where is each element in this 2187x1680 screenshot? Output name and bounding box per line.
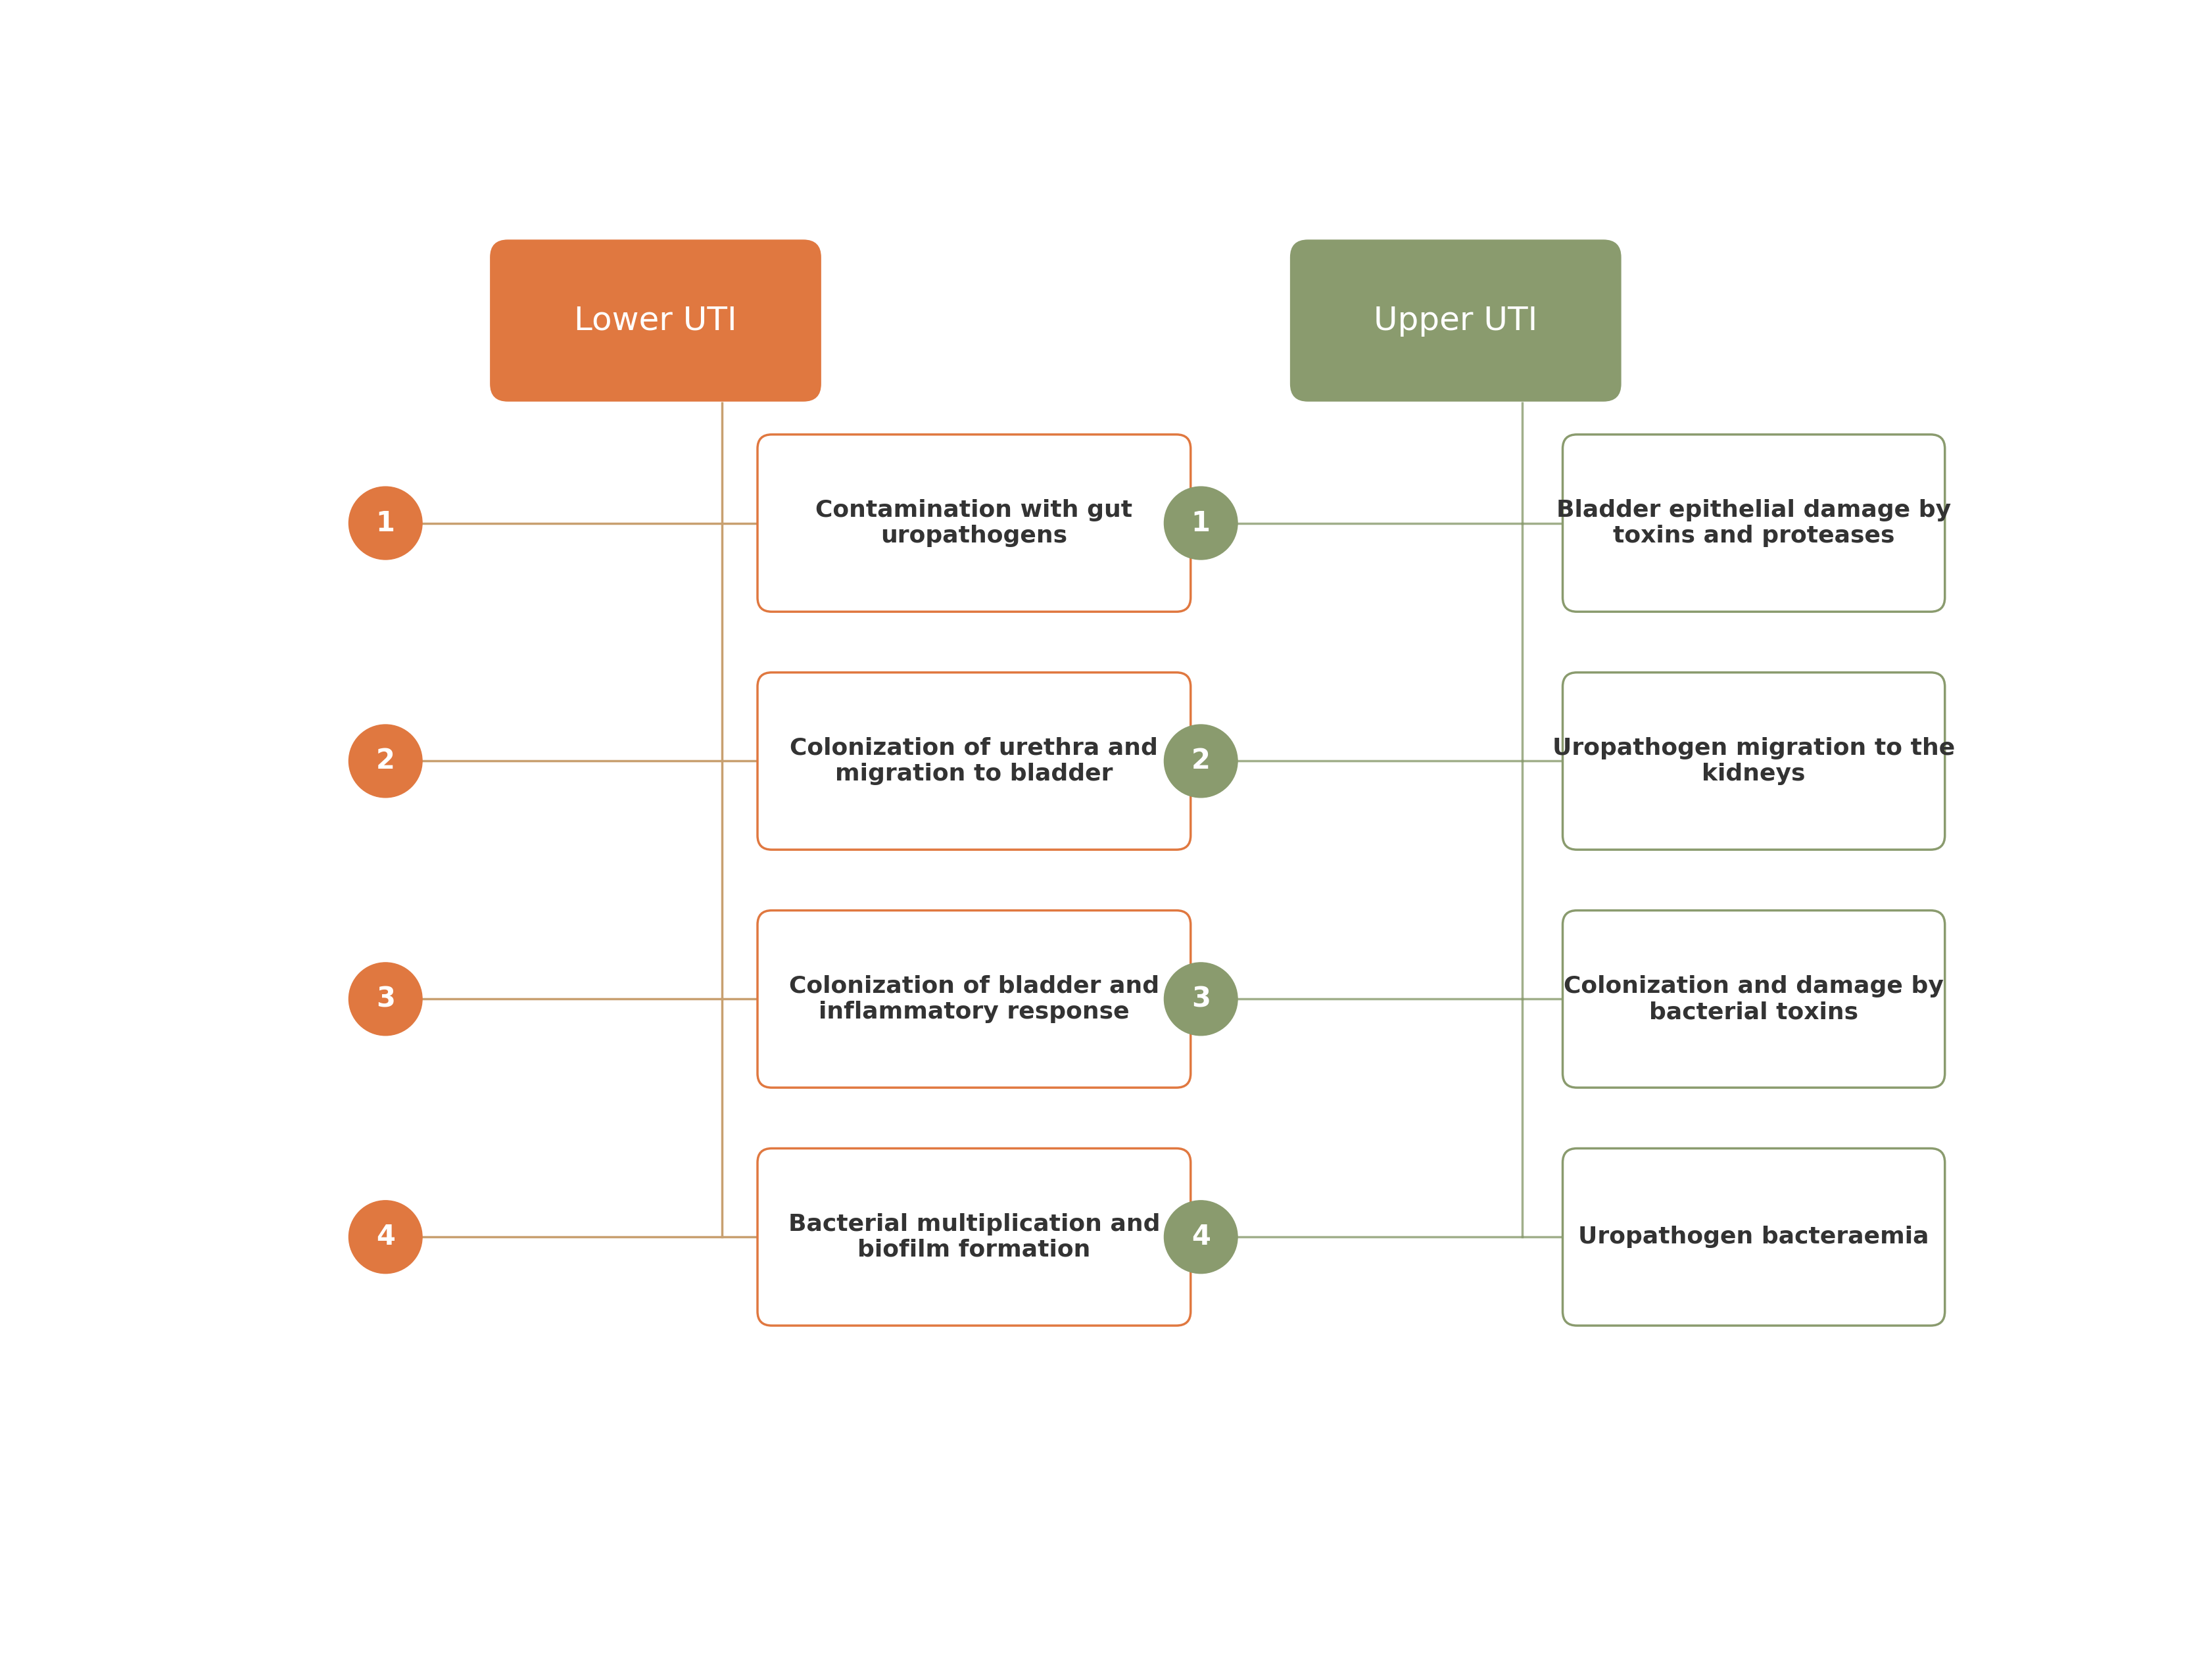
Text: Bacterial multiplication and
biofilm formation: Bacterial multiplication and biofilm for… — [787, 1213, 1159, 1262]
Text: Uropathogen migration to the
kidneys: Uropathogen migration to the kidneys — [1553, 738, 1955, 785]
Text: Uropathogen bacteraemia: Uropathogen bacteraemia — [1579, 1226, 1929, 1248]
Circle shape — [1163, 487, 1238, 559]
Text: 3: 3 — [376, 984, 396, 1013]
Circle shape — [348, 487, 422, 559]
Text: 1: 1 — [1192, 509, 1209, 538]
FancyBboxPatch shape — [1564, 911, 1944, 1087]
Circle shape — [348, 724, 422, 798]
FancyBboxPatch shape — [1290, 240, 1621, 402]
Text: 2: 2 — [1192, 748, 1209, 774]
Text: Upper UTI: Upper UTI — [1373, 304, 1537, 336]
Text: 2: 2 — [376, 748, 396, 774]
Text: Colonization of bladder and
inflammatory response: Colonization of bladder and inflammatory… — [790, 974, 1159, 1023]
FancyBboxPatch shape — [1564, 1149, 1944, 1326]
Circle shape — [1163, 1201, 1238, 1273]
Text: Contamination with gut
uropathogens: Contamination with gut uropathogens — [816, 499, 1133, 548]
Text: 1: 1 — [376, 509, 396, 538]
Text: 4: 4 — [1192, 1223, 1209, 1252]
Circle shape — [1163, 963, 1238, 1035]
FancyBboxPatch shape — [490, 240, 820, 402]
FancyBboxPatch shape — [757, 1149, 1190, 1326]
Circle shape — [1163, 724, 1238, 798]
Text: Colonization of urethra and
migration to bladder: Colonization of urethra and migration to… — [790, 738, 1159, 785]
FancyBboxPatch shape — [757, 911, 1190, 1087]
Text: Bladder epithelial damage by
toxins and proteases: Bladder epithelial damage by toxins and … — [1557, 499, 1951, 548]
FancyBboxPatch shape — [1564, 435, 1944, 612]
Text: 4: 4 — [376, 1223, 396, 1252]
Text: Colonization and damage by
bacterial toxins: Colonization and damage by bacterial tox… — [1564, 974, 1944, 1023]
FancyBboxPatch shape — [757, 672, 1190, 850]
FancyBboxPatch shape — [757, 435, 1190, 612]
Circle shape — [348, 963, 422, 1035]
FancyBboxPatch shape — [1564, 672, 1944, 850]
Text: Lower UTI: Lower UTI — [575, 304, 737, 336]
Text: 3: 3 — [1192, 984, 1209, 1013]
Circle shape — [348, 1201, 422, 1273]
